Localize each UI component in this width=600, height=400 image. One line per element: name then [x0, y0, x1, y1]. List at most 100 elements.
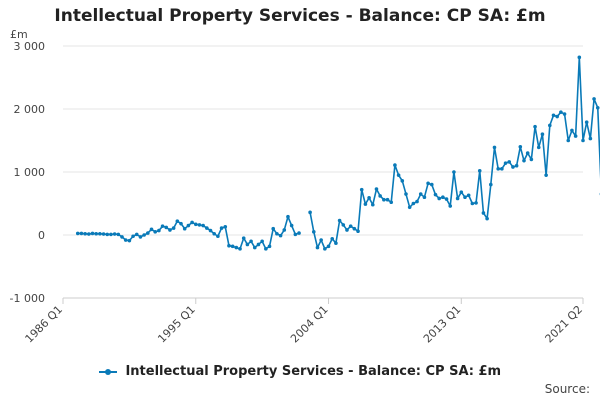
data-point	[182, 226, 187, 231]
data-point	[536, 145, 541, 150]
data-point	[230, 244, 235, 249]
data-point	[171, 226, 176, 230]
data-point	[466, 193, 471, 198]
chart-title: Intellectual Property Services - Balance…	[54, 6, 546, 26]
data-point	[393, 163, 397, 167]
data-point	[234, 245, 239, 250]
data-point	[83, 231, 87, 236]
data-point	[131, 234, 135, 239]
data-point	[407, 205, 412, 210]
data-point	[275, 231, 279, 236]
data-point	[489, 182, 493, 187]
data-point	[315, 245, 320, 250]
data-point	[241, 236, 246, 240]
data-point	[193, 222, 198, 227]
data-point	[370, 202, 375, 207]
data-point	[477, 168, 482, 173]
data-point	[238, 247, 242, 251]
data-point	[179, 221, 183, 226]
data-point	[252, 245, 257, 250]
data-point	[481, 211, 486, 215]
data-point	[441, 195, 445, 199]
data-point	[396, 173, 401, 177]
data-point	[249, 239, 253, 244]
data-point	[90, 231, 95, 236]
data-point	[459, 190, 464, 194]
data-point	[293, 232, 298, 237]
data-point	[197, 223, 202, 227]
x-tick-label: 2004 Q1	[288, 303, 331, 346]
data-point	[474, 201, 478, 205]
data-point	[363, 202, 368, 206]
data-point	[201, 223, 205, 228]
data-point	[418, 192, 423, 196]
data-point	[164, 225, 169, 230]
data-point	[548, 123, 552, 128]
data-point	[444, 197, 449, 201]
data-point	[356, 229, 360, 234]
data-point	[367, 196, 371, 200]
data-point	[507, 160, 512, 164]
data-point	[352, 226, 357, 231]
legend[interactable]: Intellectual Property Services - Balance…	[0, 364, 600, 379]
data-point	[326, 244, 331, 249]
data-point	[496, 167, 500, 171]
data-point	[157, 228, 161, 233]
source-label: Source:	[544, 382, 590, 396]
data-point	[120, 235, 124, 239]
legend-label: Intellectual Property Services - Balance…	[125, 364, 502, 379]
data-point	[573, 134, 578, 138]
data-point	[223, 225, 228, 229]
data-point	[455, 196, 460, 201]
data-point	[334, 241, 338, 245]
data-point	[411, 201, 416, 206]
data-point	[518, 145, 523, 149]
data-point	[286, 214, 290, 219]
data-point	[75, 231, 80, 236]
series-line	[309, 56, 600, 250]
data-point	[153, 230, 157, 234]
data-point	[256, 242, 261, 247]
y-axis-unit-label: £m	[10, 28, 28, 41]
y-tick-label: -1 000	[10, 292, 45, 305]
y-tick-label: 0	[38, 229, 45, 242]
data-point	[566, 138, 571, 143]
data-point	[433, 192, 438, 197]
data-point	[94, 231, 98, 236]
data-point	[289, 223, 294, 228]
data-point	[429, 182, 434, 187]
data-point	[345, 228, 349, 232]
data-point	[282, 228, 287, 232]
data-point	[426, 181, 430, 186]
data-point	[245, 242, 250, 247]
data-point	[533, 124, 537, 129]
data-point	[348, 224, 353, 228]
data-point	[525, 151, 530, 155]
data-point	[559, 110, 563, 114]
data-point	[190, 220, 194, 225]
data-point	[138, 235, 143, 239]
x-tick-label: 1995 Q1	[155, 303, 198, 346]
data-point	[160, 224, 165, 228]
data-point	[404, 192, 408, 196]
data-point	[264, 247, 268, 251]
data-point	[592, 97, 596, 101]
data-point	[378, 194, 382, 198]
data-point	[551, 113, 556, 118]
data-point	[168, 228, 172, 232]
data-point	[500, 167, 504, 171]
data-point	[522, 158, 526, 163]
data-point	[271, 226, 276, 231]
data-point	[101, 232, 106, 236]
x-tick-label: 2013 Q1	[421, 303, 464, 346]
data-point	[588, 136, 593, 141]
data-point	[208, 228, 213, 233]
data-point	[400, 179, 405, 183]
data-point	[149, 227, 154, 232]
data-point	[109, 232, 113, 237]
data-point	[278, 233, 283, 238]
data-point	[123, 238, 128, 242]
y-tick-label: 1 000	[14, 166, 46, 179]
data-point	[212, 231, 217, 236]
